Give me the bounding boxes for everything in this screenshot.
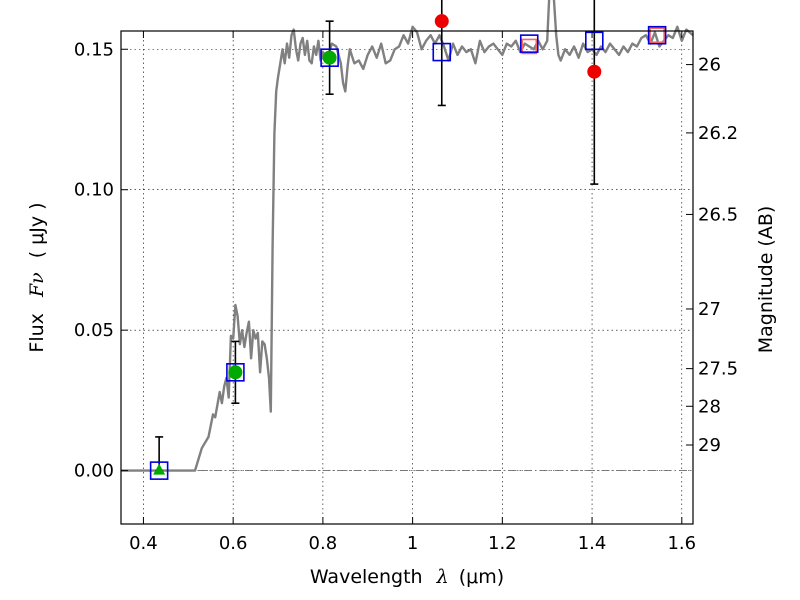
y2-tick-label: 29	[698, 435, 721, 456]
grid	[121, 31, 693, 524]
y-axis: 0.00 0.05 0.10 0.15	[74, 39, 128, 482]
y2-tick-label: 26.2	[698, 123, 738, 144]
x-axis: 0.4 0.6 0.8 1 1.2 1.4 1.6	[129, 31, 696, 554]
model-point	[432, 42, 452, 62]
y-axis-title-symbol: Fν	[26, 272, 48, 298]
x-tick-label: 1.4	[578, 533, 607, 554]
y2-axis-title: Magnitude (AB)	[755, 206, 777, 354]
x-tick-label: 0.4	[129, 533, 158, 554]
x-axis-title-text: Wavelength	[310, 566, 423, 588]
x-tick-label: 0.8	[309, 533, 338, 554]
model-point	[521, 38, 538, 55]
y2-tick-label: 26.5	[698, 204, 738, 225]
model-point	[226, 363, 245, 382]
model-point	[647, 25, 667, 45]
y-axis-title-unit: ( μJy )	[26, 202, 48, 258]
plot-area	[121, 0, 694, 480]
plot-frame	[120, 30, 694, 525]
y-axis-title-text: Flux	[26, 313, 48, 353]
model-point	[519, 34, 539, 53]
model-point	[149, 461, 169, 480]
y-axis-title: Flux Fν ( μJy )	[26, 202, 48, 352]
model-point	[649, 27, 665, 44]
x-tick-label: 1.6	[667, 533, 696, 554]
model-point	[585, 31, 604, 51]
data-point-upper-limit	[153, 463, 166, 475]
x-axis-title-symbol: λ	[436, 566, 449, 588]
data-point	[228, 365, 243, 380]
model-point	[320, 48, 339, 67]
y2-tick-label: 27	[698, 299, 721, 320]
x-axis-title: Wavelength λ (μm)	[310, 566, 504, 588]
y-tick-label: 0.15	[74, 39, 114, 60]
y2-tick-label: 27.5	[698, 359, 738, 380]
data-point	[322, 50, 337, 65]
spectrum-line	[121, 0, 694, 472]
y2-tick-label: 26	[698, 55, 721, 76]
y-tick-label: 0.05	[74, 320, 114, 341]
data-point	[434, 14, 449, 29]
data-point	[587, 64, 602, 79]
y-tick-label: 0.10	[74, 180, 114, 201]
x-axis-title-unit: (μm)	[459, 566, 504, 588]
y2-tick-label: 28	[698, 396, 721, 417]
y-tick-label: 0.00	[74, 461, 114, 482]
x-tick-label: 1	[407, 533, 418, 554]
x-tick-label: 0.6	[219, 533, 248, 554]
x-tick-label: 1.2	[488, 533, 517, 554]
